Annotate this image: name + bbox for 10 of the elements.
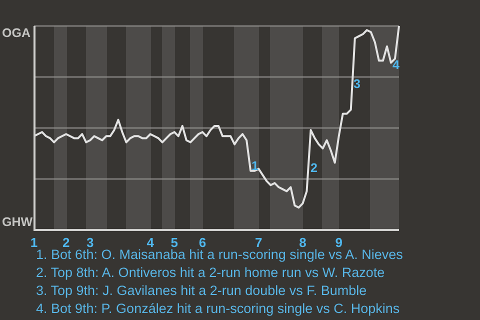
text: 4. Bot 9th: P. González hit a run-scoring single vs C. Hopkins xyxy=(36,300,401,318)
text: OGA xyxy=(2,26,30,40)
annotation: 2 xyxy=(310,161,318,175)
annotation: 1 xyxy=(252,159,259,173)
text: 3. Top 9th: J. Gavilanes hit a 2-run double vs F. Bumble xyxy=(36,282,368,300)
annotation: 3 xyxy=(354,77,361,91)
annotation: 4 xyxy=(392,58,400,72)
text: GHW xyxy=(2,215,33,229)
x-tick-label: 1 xyxy=(30,235,38,250)
text: 2. Top 8th: A. Ontiveros hit a 2-run home run vs W. Razote xyxy=(36,264,386,282)
